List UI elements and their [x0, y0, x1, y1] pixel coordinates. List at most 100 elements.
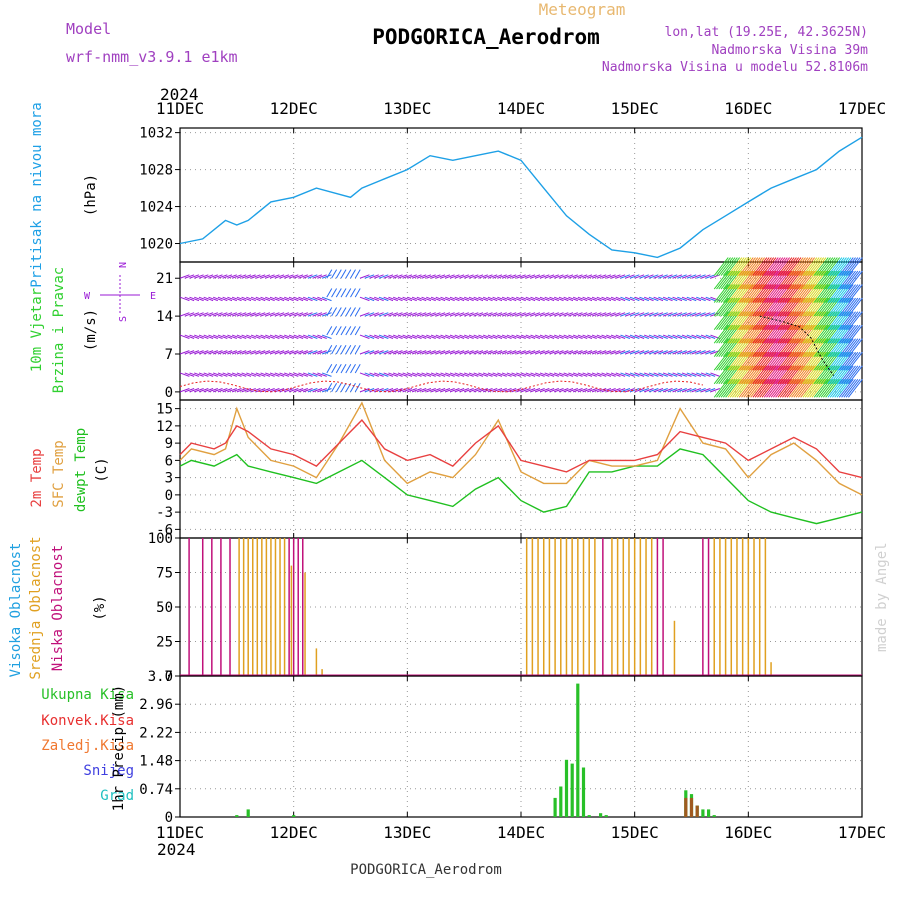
wind-barb: [596, 334, 607, 339]
wind-barb: [615, 312, 626, 317]
wind-barb-strong: [716, 324, 731, 344]
wind-barb: [340, 364, 347, 374]
wind-barb: [535, 350, 545, 355]
wind-barb-strong: [768, 351, 784, 371]
wind-barb: [478, 312, 488, 317]
wind-barb: [667, 312, 678, 317]
wind-barb: [445, 350, 455, 355]
wind-barb: [492, 350, 503, 355]
wind-barb: [369, 388, 379, 393]
wind-barb-strong: [782, 351, 797, 371]
wind-barb: [482, 312, 493, 317]
wind-barb-strong: [745, 284, 761, 303]
wind-barb: [369, 372, 379, 377]
wind-barb: [208, 312, 218, 317]
wind-barb-strong: [722, 257, 738, 276]
wind-barb: [601, 274, 612, 279]
wind-barb-strong: [784, 311, 800, 330]
wind-barb: [681, 350, 692, 355]
wind-barb: [591, 274, 602, 279]
wind-barb: [606, 350, 616, 355]
wind-barb-strong: [738, 297, 754, 317]
wind-barb-strong: [729, 338, 745, 358]
wind-barb-strong: [795, 257, 811, 276]
wind-barb-strong: [754, 324, 770, 344]
wind-barb: [535, 296, 545, 302]
wind-barb-strong: [745, 378, 761, 398]
wind-barb-strong: [713, 338, 729, 358]
wind-barb-strong: [827, 365, 843, 385]
wind-barb: [478, 372, 488, 377]
wind-barb: [516, 274, 526, 279]
wind-barb: [511, 388, 522, 393]
y-tick-label: 3.7: [148, 669, 173, 685]
y-tick-label: 21: [156, 271, 173, 287]
wind-barb: [625, 350, 635, 355]
wind-barb: [288, 388, 299, 393]
wind-barb-strong: [822, 311, 838, 330]
wind-barb-strong: [845, 338, 861, 358]
wind-barb-strong: [732, 365, 747, 385]
wind-barb-strong: [727, 257, 743, 276]
wind-barb: [662, 388, 673, 393]
wind-barb: [463, 312, 474, 317]
wind-barb-strong: [729, 365, 745, 385]
wind-barb: [700, 388, 711, 393]
wind-barb-strong: [736, 324, 752, 344]
wind-barb: [307, 312, 318, 317]
wind-barb: [217, 388, 228, 393]
wind-barb-strong: [736, 270, 752, 290]
wind-barb-strong: [786, 297, 802, 317]
wind-barb-strong: [795, 365, 811, 385]
wind-barb-strong: [802, 351, 818, 371]
wind-barb-strong: [841, 365, 856, 385]
wind-barb: [411, 274, 422, 279]
wind-barb: [269, 334, 280, 339]
wind-barb-strong: [818, 351, 834, 371]
wind-barb-strong: [836, 365, 852, 385]
wind-barb-strong: [784, 257, 800, 276]
wind-barb-strong: [743, 284, 759, 303]
wind-barb-strong: [766, 257, 781, 276]
wind-barb-strong: [782, 257, 797, 276]
wind-barb: [345, 326, 352, 336]
wind-barb-strong: [722, 311, 738, 330]
wind-barb-strong: [761, 270, 777, 290]
wind-barb: [572, 296, 583, 302]
wind-barb-strong: [761, 338, 777, 358]
wind-barb: [677, 312, 687, 317]
wind-barb: [255, 334, 266, 339]
wind-barb-strong: [809, 270, 825, 290]
wind-barb: [255, 296, 266, 302]
wind-barb-strong: [829, 378, 845, 398]
wind-barb: [705, 296, 716, 302]
wind-barb: [610, 296, 621, 302]
wind-barb-strong: [772, 324, 788, 344]
wind-barb-strong: [847, 378, 863, 398]
precip-bar: [292, 815, 296, 817]
wind-barb: [482, 296, 493, 302]
wind-barb-strong: [827, 378, 843, 398]
wind-barb-strong: [763, 297, 779, 317]
wind-barb: [487, 312, 498, 317]
y-tick-label: 15: [156, 402, 173, 418]
wind-barb-strong: [741, 324, 756, 344]
wind-barb-strong: [818, 324, 834, 344]
wind-barb-strong: [722, 297, 738, 317]
wind-barb-strong: [829, 297, 845, 317]
wind-barb: [549, 296, 559, 302]
wind-barb: [686, 388, 697, 393]
wind-barb: [525, 334, 536, 339]
wind-barb-strong: [813, 324, 829, 344]
wind-barb: [445, 312, 455, 317]
wind-barb-strong: [750, 351, 766, 371]
wind-barb-strong: [791, 351, 806, 371]
wind-barb: [610, 274, 621, 279]
wind-barb-strong: [729, 297, 745, 317]
wind-barb: [596, 372, 607, 377]
wind-barb-strong: [788, 284, 804, 303]
wind-barb: [463, 334, 474, 339]
wind-barb-strong: [843, 324, 859, 344]
wind-barb-strong: [763, 338, 779, 358]
wind-barb: [392, 388, 403, 393]
